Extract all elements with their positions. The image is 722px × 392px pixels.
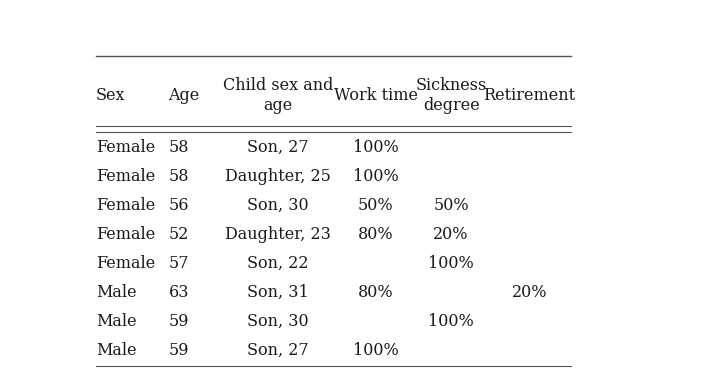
Text: Sex: Sex [96, 87, 126, 104]
Text: Female: Female [96, 168, 155, 185]
Text: 59: 59 [169, 313, 189, 330]
Text: 50%: 50% [358, 197, 393, 214]
Text: 52: 52 [169, 226, 189, 243]
Text: Son, 30: Son, 30 [247, 197, 308, 214]
Text: 57: 57 [169, 255, 189, 272]
Text: Female: Female [96, 255, 155, 272]
Text: Son, 27: Son, 27 [247, 342, 308, 359]
Text: Female: Female [96, 197, 155, 214]
Text: 58: 58 [169, 139, 189, 156]
Text: 56: 56 [169, 197, 189, 214]
Text: Son, 22: Son, 22 [247, 255, 308, 272]
Text: 100%: 100% [353, 139, 399, 156]
Text: 50%: 50% [433, 197, 469, 214]
Text: Work time: Work time [334, 87, 417, 104]
Text: 100%: 100% [428, 255, 474, 272]
Text: Male: Male [96, 313, 136, 330]
Text: 80%: 80% [358, 284, 393, 301]
Text: Daughter, 25: Daughter, 25 [225, 168, 331, 185]
Text: Female: Female [96, 226, 155, 243]
Text: Sickness
degree: Sickness degree [416, 77, 487, 114]
Text: Male: Male [96, 342, 136, 359]
Text: Child sex and
age: Child sex and age [222, 77, 333, 114]
Text: 20%: 20% [433, 226, 469, 243]
Text: Male: Male [96, 284, 136, 301]
Text: 20%: 20% [512, 284, 547, 301]
Text: Retirement: Retirement [484, 87, 575, 104]
Text: 63: 63 [169, 284, 189, 301]
Text: 100%: 100% [353, 342, 399, 359]
Text: Son, 27: Son, 27 [247, 139, 308, 156]
Text: 100%: 100% [353, 168, 399, 185]
Text: Age: Age [169, 87, 200, 104]
Text: Son, 30: Son, 30 [247, 313, 308, 330]
Text: 59: 59 [169, 342, 189, 359]
Text: 100%: 100% [428, 313, 474, 330]
Text: 58: 58 [169, 168, 189, 185]
Text: Female: Female [96, 139, 155, 156]
Text: Daughter, 23: Daughter, 23 [225, 226, 331, 243]
Text: Son, 31: Son, 31 [247, 284, 308, 301]
Text: 80%: 80% [358, 226, 393, 243]
